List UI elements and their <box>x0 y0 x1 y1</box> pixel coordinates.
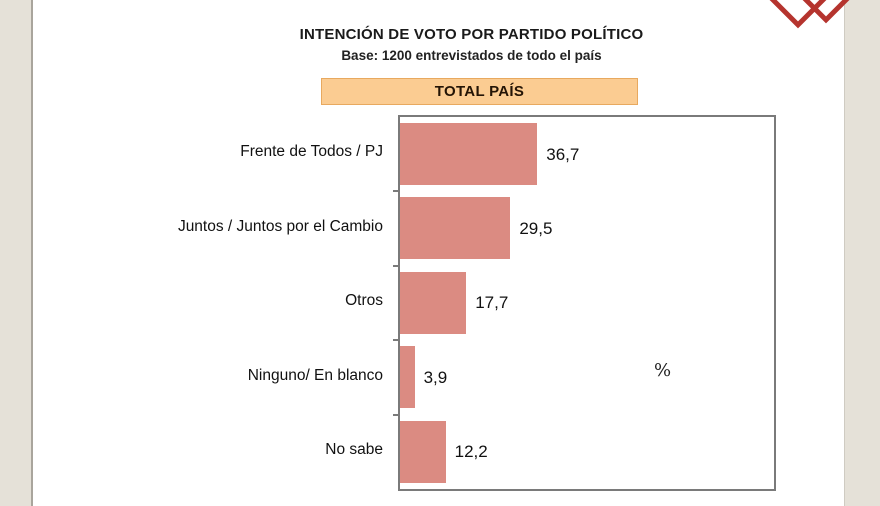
content-panel: INTENCIÓN DE VOTO POR PARTIDO POLÍTICO B… <box>31 0 857 506</box>
total-pais-banner: TOTAL PAÍS <box>321 78 638 105</box>
banner-label: TOTAL PAÍS <box>434 83 525 100</box>
axis-tick <box>393 339 398 342</box>
chart-title: INTENCIÓN DE VOTO POR PARTIDO POLÍTICO <box>299 26 644 43</box>
category-label: Frente de Todos / PJ <box>240 143 383 161</box>
value-label: 17,7 <box>475 293 509 313</box>
bar <box>400 197 511 260</box>
axis-tick <box>393 190 398 193</box>
bar-chart: % 36,7 29,5 17,7 3,9 12,2 Frente de Todos / … <box>65 115 776 491</box>
plot-area: % 36,7 29,5 17,7 3,9 12,2 <box>398 115 776 491</box>
bar <box>400 271 467 334</box>
bar <box>400 123 538 185</box>
bar <box>400 346 415 409</box>
value-label: 29,5 <box>519 219 553 239</box>
category-label: Juntos / Juntos por el Cambio <box>177 217 383 235</box>
category-label: Otros <box>345 292 383 310</box>
axis-tick <box>393 413 398 416</box>
category-label: No sabe <box>325 441 383 459</box>
value-label: 3,9 <box>423 367 448 387</box>
chart-subtitle: Base: 1200 entrevistados de todo el país <box>341 48 602 63</box>
axis-tick <box>393 264 398 267</box>
category-label: Ninguno/ En blanco <box>247 366 383 384</box>
percent-unit-label: % <box>654 360 672 381</box>
value-label: 36,7 <box>546 144 580 164</box>
bar <box>400 420 446 483</box>
value-label: 12,2 <box>454 442 488 462</box>
